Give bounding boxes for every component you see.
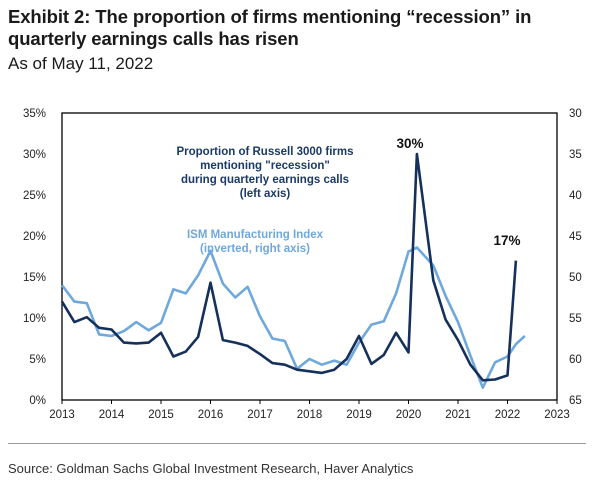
right-y-tick-label: 30 <box>569 108 582 120</box>
left-y-tick-label: 15% <box>23 272 46 284</box>
x-tick-label: 2015 <box>148 409 174 421</box>
left-y-tick-label: 5% <box>29 354 46 366</box>
ism-index-line <box>60 246 526 390</box>
source-note: Source: Goldman Sachs Global Investment … <box>8 461 414 476</box>
left-y-tick-label: 25% <box>23 190 46 202</box>
right-y-tick-label: 60 <box>569 354 582 366</box>
recession-series-label: (left axis) <box>240 188 291 200</box>
chart-title: Exhibit 2: The proportion of firms menti… <box>8 6 532 49</box>
x-tick-label: 2013 <box>49 409 75 421</box>
left-y-tick-label: 35% <box>23 108 46 120</box>
left-y-tick-label: 30% <box>23 149 46 161</box>
footer-divider <box>8 443 586 444</box>
left-y-tick-label: 0% <box>29 395 46 407</box>
x-tick-label: 2020 <box>396 409 422 421</box>
x-tick-label: 2014 <box>99 409 125 421</box>
right-y-tick-label: 65 <box>569 395 582 407</box>
left-y-tick-label: 10% <box>23 313 46 325</box>
ism-series-label: ISM Manufacturing Index <box>187 229 324 241</box>
x-tick-label: 2023 <box>544 409 570 421</box>
peak-2022-label: 17% <box>493 233 520 248</box>
x-tick-label: 2017 <box>247 409 273 421</box>
line-chart: 2013 2014 2015 2016 2017 2018 2019 2020 2021 2022… <box>23 108 582 421</box>
recession-series-label: during quarterly earnings calls <box>181 174 349 186</box>
right-y-tick-label: 55 <box>569 313 582 325</box>
x-tick-label: 2022 <box>495 409 521 421</box>
right-y-tick-label: 35 <box>569 149 582 161</box>
chart-subtitle: As of May 11, 2022 <box>8 54 154 73</box>
recession-mentions-line <box>60 152 518 382</box>
x-tick-label: 2021 <box>445 409 471 421</box>
peak-2020-label: 30% <box>396 136 423 151</box>
right-y-tick-label: 45 <box>569 231 582 243</box>
right-y-tick-label: 50 <box>569 272 582 284</box>
recession-series-label: mentioning "recession" <box>200 160 330 172</box>
left-y-tick-label: 20% <box>23 231 46 243</box>
x-tick-label: 2016 <box>198 409 224 421</box>
x-tick-label: 2018 <box>297 409 323 421</box>
right-y-tick-label: 40 <box>569 190 582 202</box>
x-tick-label: 2019 <box>346 409 372 421</box>
ism-series-label: (inverted, right axis) <box>200 243 310 255</box>
recession-series-label: Proportion of Russell 3000 firms <box>176 146 353 158</box>
